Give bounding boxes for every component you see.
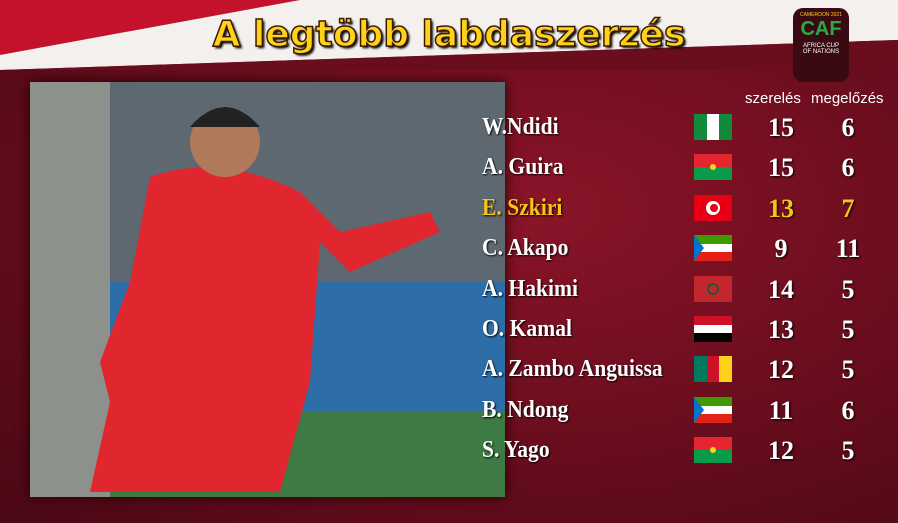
tackles: 13 — [768, 315, 794, 344]
table-row: O. Kamal 13 5 — [482, 310, 882, 350]
interceptions: 6 — [841, 113, 855, 142]
table-row: B. Ndong 11 6 — [482, 391, 882, 431]
flag — [694, 316, 732, 342]
table-row: E. Szkiri 13 7 — [482, 189, 882, 229]
player-name: A. Guira — [482, 154, 564, 181]
column-header: megelőzés — [811, 90, 884, 107]
title-band — [0, 0, 898, 70]
tackles: 12 — [768, 436, 794, 466]
table-row: W.Ndidi 15 6 — [482, 108, 882, 148]
tackles: 11 — [768, 395, 794, 425]
interceptions: 5 — [841, 355, 855, 385]
column-header: szerelés — [745, 90, 801, 107]
tackles: 15 — [768, 153, 794, 183]
player-name: B. Ndong — [482, 396, 569, 423]
player-name: C. Akapo — [482, 235, 569, 262]
flag — [694, 194, 732, 221]
interceptions: 5 — [841, 315, 855, 344]
interceptions: 5 — [841, 274, 855, 304]
player-name: W.Ndidi — [482, 114, 559, 140]
interceptions: 7 — [841, 193, 855, 223]
logo-top: CAMEROON 2021 — [800, 12, 842, 18]
tackles: 9 — [774, 234, 788, 264]
photo-art — [30, 82, 505, 497]
tackles: 15 — [768, 113, 794, 142]
interceptions: 11 — [835, 234, 861, 264]
flag — [694, 437, 732, 464]
table-row: A. Zambo Anguissa 12 5 — [482, 350, 882, 390]
player-name: A. Zambo Anguissa — [482, 356, 663, 383]
logo: CAMEROON 2021 CAF AFRICA CUP OF NATIONS — [793, 8, 849, 82]
interceptions: 6 — [841, 153, 855, 183]
tackles: 13 — [768, 193, 794, 223]
table-row: A. Hakimi 14 5 — [482, 270, 882, 310]
flag — [694, 356, 732, 383]
logo-name: CAF — [800, 18, 842, 40]
title: A legtöbb labdaszerzés — [212, 13, 686, 56]
interceptions: 5 — [841, 436, 855, 466]
tackles: 14 — [768, 274, 794, 304]
table-row: S. Yago 12 5 — [482, 431, 882, 471]
flag — [694, 396, 732, 423]
flag — [694, 275, 732, 302]
player-name: A. Hakimi — [482, 275, 579, 302]
flag — [694, 154, 732, 181]
interceptions: 6 — [841, 395, 855, 425]
flag — [694, 114, 732, 140]
player-name: S. Yago — [482, 437, 550, 464]
flag — [694, 235, 732, 262]
tackles: 12 — [768, 355, 794, 385]
logo-sub: AFRICA CUP OF NATIONS — [802, 43, 840, 55]
table-row: C. Akapo 9 11 — [482, 229, 882, 269]
player-name: O. Kamal — [482, 316, 572, 342]
table-row: A. Guira 15 6 — [482, 148, 882, 188]
player-photo — [30, 82, 505, 497]
player-name: E. Szkiri — [482, 194, 563, 221]
